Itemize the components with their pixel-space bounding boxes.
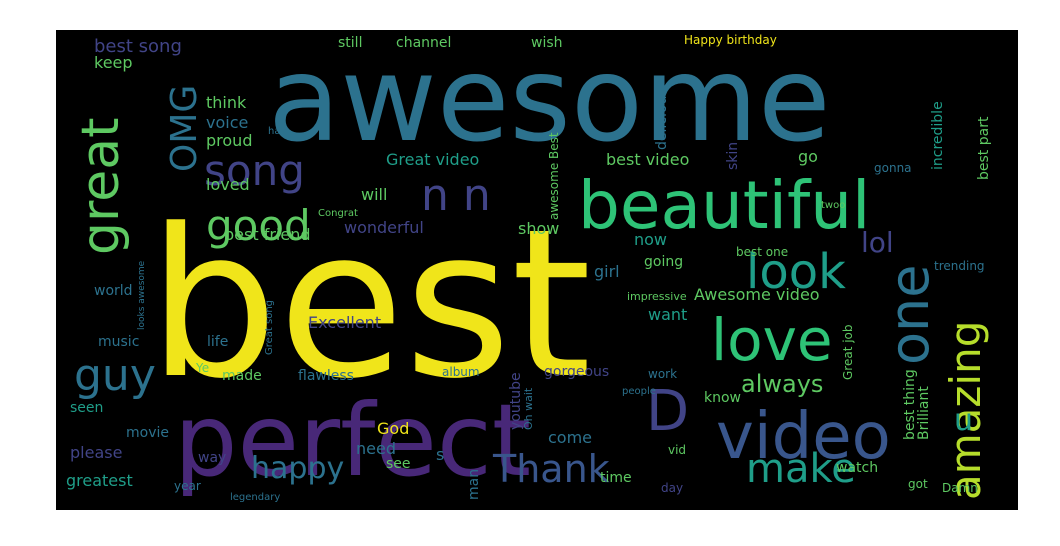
word-song: song: [204, 146, 305, 195]
word-great: great: [71, 118, 131, 256]
word-video: video: [716, 400, 891, 474]
word-music: music: [98, 334, 139, 350]
word-best-video: best video: [606, 150, 689, 169]
word-year: year: [174, 479, 201, 493]
word-always: always: [741, 370, 823, 398]
word-flawless: flawless: [298, 368, 354, 384]
word-n-n: n n: [421, 170, 491, 221]
word-album: album: [442, 365, 480, 379]
word-best-friend: best friend: [224, 225, 311, 244]
word-looks-awesome: looks awesome: [137, 260, 147, 330]
word-perfect: perfect: [174, 382, 531, 499]
word-work: work: [648, 367, 677, 381]
word-legendary: legendary: [230, 492, 280, 503]
word-gonna: gonna: [874, 161, 912, 175]
word-happy: happy: [251, 451, 344, 486]
word-time: time: [600, 470, 632, 486]
word-voice: voice: [206, 113, 248, 132]
word-proud: proud: [206, 131, 252, 150]
word-need: need: [356, 439, 396, 458]
word-twoo: twoo: [821, 200, 845, 211]
word-seen: seen: [70, 400, 103, 416]
word-know: know: [704, 390, 741, 406]
word-s: s: [436, 445, 444, 464]
word-best-one: best one: [736, 245, 788, 259]
word-best-part: best part: [976, 116, 992, 180]
word-please: please: [70, 443, 122, 462]
word-look: look: [746, 244, 846, 300]
word-youtube: youtube: [508, 372, 524, 430]
word-cloud: awesome best perfect beautiful video lov…: [56, 30, 1018, 510]
word-think: think: [206, 93, 247, 112]
word-great-video: Great video: [386, 150, 479, 169]
word-omg: OMG: [164, 85, 205, 172]
word-awesome-best: awesome Best: [547, 132, 561, 220]
word-congrat: Congrat: [318, 208, 358, 219]
word-skin: skin: [725, 142, 741, 170]
word-impressive: impressive: [627, 290, 687, 303]
cloud-background: [56, 30, 1018, 510]
word-got: got: [908, 477, 928, 491]
word-movie: movie: [126, 425, 169, 441]
word-good: good: [206, 201, 311, 250]
word-d: D: [646, 379, 689, 444]
word-still: still: [338, 35, 362, 51]
word-made: made: [222, 368, 262, 384]
word-delicious: delicious: [654, 88, 670, 150]
word-go: go: [798, 147, 818, 166]
word-want: want: [648, 305, 687, 324]
word-u: u: [954, 403, 973, 438]
word-going: going: [644, 254, 683, 270]
word-world: world: [94, 283, 133, 299]
word-watch: watch: [836, 460, 878, 476]
word-love: love: [711, 306, 833, 374]
word-wish: wish: [531, 35, 563, 51]
word-god: God: [377, 419, 409, 438]
word-wonderful: wonderful: [344, 218, 424, 237]
word-ye: Ye: [195, 361, 209, 375]
word-way: way: [198, 450, 226, 466]
word-best-thing: best thing: [902, 369, 918, 440]
word-see: see: [386, 456, 411, 472]
word-keep: keep: [94, 53, 133, 72]
word-thank: Thank: [492, 447, 610, 491]
word-hair: hair: [268, 126, 288, 137]
word-amazing: amazing: [941, 321, 990, 500]
word-make: make: [746, 446, 856, 492]
word-now: now: [634, 230, 667, 249]
word-gorgeous: gorgeous: [544, 364, 609, 380]
word-awesome: awesome: [268, 30, 831, 168]
word-greatest: greatest: [66, 471, 133, 490]
word-trending: trending: [934, 259, 985, 273]
word-life: life: [207, 334, 228, 350]
word-brilliant: Brilliant: [916, 386, 932, 440]
word-girl: girl: [594, 262, 620, 281]
word-day: day: [661, 481, 683, 495]
word-vid: vid: [668, 443, 686, 457]
word-great-job: Great job: [841, 324, 855, 380]
word-awesome-video: Awesome video: [694, 285, 820, 304]
word-damn: Damn: [942, 481, 978, 495]
word-lol: lol: [861, 226, 894, 259]
word-beautiful: beautiful: [578, 167, 870, 244]
word-oh-wait: Oh wait: [522, 387, 535, 430]
word-one: one: [878, 265, 941, 366]
word-people: people: [622, 386, 656, 397]
word-cloud-panel: awesome best perfect beautiful video lov…: [56, 30, 1018, 510]
word-guy: guy: [74, 350, 156, 401]
word-will: will: [361, 185, 387, 204]
word-incredible: incredible: [930, 101, 946, 170]
word-happy-birthday: Happy birthday: [684, 33, 777, 47]
word-loved: loved: [206, 175, 250, 194]
word-excellent: Excellent: [308, 313, 381, 332]
word-great-song: Great song: [264, 300, 275, 355]
word-show: show: [518, 219, 559, 238]
word-best: best: [148, 186, 591, 424]
word-channel: channel: [396, 35, 451, 51]
word-come: come: [548, 428, 592, 447]
word-man: man: [466, 469, 482, 500]
word-best-song: best song: [94, 36, 182, 57]
